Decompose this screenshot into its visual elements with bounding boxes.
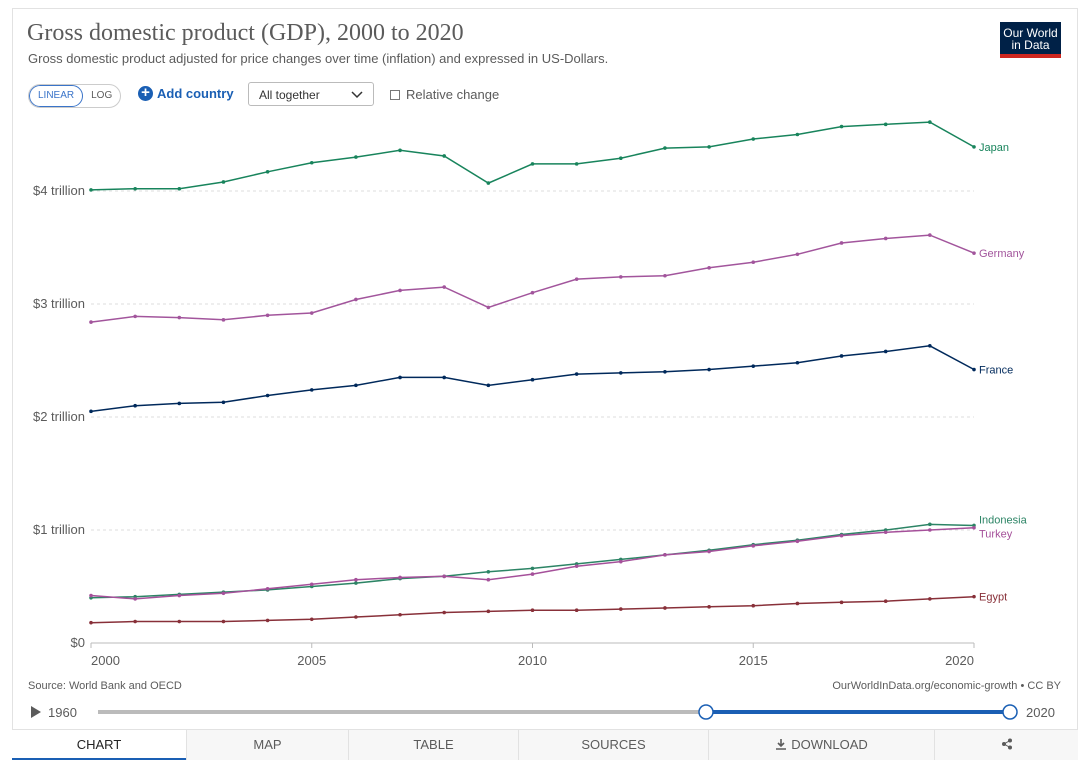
frame bbox=[12, 8, 1078, 760]
tab-map[interactable]: MAP bbox=[186, 730, 348, 760]
logo[interactable]: Our World in Data bbox=[1000, 22, 1061, 58]
download-label: DOWNLOAD bbox=[791, 737, 868, 752]
linear-button[interactable]: LINEAR bbox=[29, 85, 84, 107]
add-country-label: Add country bbox=[157, 86, 234, 101]
scale-toggle: LINEAR LOG bbox=[28, 84, 122, 108]
tab-download[interactable]: DOWNLOAD bbox=[708, 730, 934, 760]
tab-sources[interactable]: SOURCES bbox=[518, 730, 708, 760]
relative-change[interactable]: Relative change bbox=[390, 87, 499, 102]
tab-table[interactable]: TABLE bbox=[348, 730, 518, 760]
checkbox bbox=[390, 89, 400, 100]
add-country[interactable]: + Add country bbox=[138, 85, 234, 101]
tabs: CHART MAP TABLE SOURCES DOWNLOAD bbox=[12, 729, 1078, 760]
tab-chart[interactable]: CHART bbox=[12, 730, 186, 760]
download-icon bbox=[776, 739, 787, 750]
source-url[interactable]: OurWorldInData.org/economic-growth • CC … bbox=[832, 680, 1061, 692]
facet-select[interactable]: All together bbox=[248, 82, 374, 106]
chart-title: Gross domestic product (GDP), 2000 to 20… bbox=[27, 20, 464, 46]
share-icon bbox=[1001, 738, 1012, 750]
select-label: All together bbox=[259, 88, 320, 102]
source: Source: World Bank and OECD bbox=[28, 680, 182, 692]
chart-subtitle: Gross domestic product adjusted for pric… bbox=[28, 51, 609, 66]
tab-share[interactable] bbox=[934, 730, 1078, 760]
chevron bbox=[351, 91, 363, 99]
relative-label: Relative change bbox=[406, 87, 500, 102]
log-button[interactable]: LOG bbox=[91, 90, 113, 101]
plus-icon: + bbox=[138, 85, 153, 101]
